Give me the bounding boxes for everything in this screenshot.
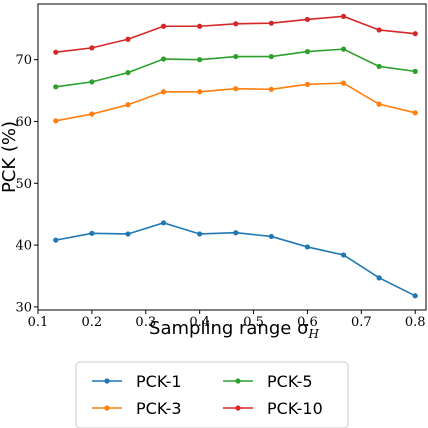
legend-label: PCK-1	[136, 372, 182, 391]
legend-item-pck-10: PCK-10	[223, 399, 323, 418]
data-point-pck-1	[268, 233, 274, 240]
data-point-pck-5	[160, 56, 167, 62]
x-tick-label: 0.5	[243, 315, 264, 330]
data-point-pck-1	[160, 220, 167, 226]
data-point-pck-3	[412, 110, 418, 116]
legend-swatch-marker	[235, 378, 241, 384]
data-point-pck-3	[304, 81, 311, 87]
legend: PCK-1 PCK-3 PCK-5 PCK-10	[75, 361, 349, 428]
data-point-pck-1	[53, 237, 59, 243]
x-tick-label: 0.3	[135, 315, 156, 330]
data-point-pck-1	[89, 230, 95, 236]
x-tick-label: 0.8	[405, 315, 426, 330]
data-point-pck-5	[233, 53, 239, 60]
data-point-pck-3	[89, 111, 95, 117]
data-point-pck-1	[197, 231, 203, 237]
x-tick-label: 0.7	[351, 315, 372, 330]
data-point-pck-10	[233, 21, 239, 27]
data-point-pck-3	[160, 89, 167, 95]
data-point-pck-3	[197, 89, 203, 95]
data-point-pck-3	[268, 86, 274, 92]
x-tick-label: 0.2	[82, 315, 103, 330]
y-tick-label: 40	[15, 239, 32, 254]
data-point-pck-10	[412, 31, 418, 37]
x-axis-label-subscript: H	[307, 327, 319, 341]
data-point-pck-3	[376, 101, 382, 107]
y-tick-label: 70	[15, 53, 32, 68]
data-point-pck-1	[125, 231, 131, 237]
legend-swatch-marker	[104, 405, 110, 411]
data-point-pck-10	[53, 49, 59, 55]
data-point-pck-5	[304, 49, 311, 55]
data-point-pck-5	[412, 68, 418, 74]
y-axis: 30 40 50 60 70	[15, 53, 38, 315]
data-point-pck-5	[53, 84, 59, 90]
data-point-pck-10	[197, 23, 203, 29]
legend-label: PCK-3	[136, 399, 182, 418]
y-tick-label: 50	[15, 177, 32, 192]
y-tick-label: 60	[15, 115, 32, 130]
legend-item-pck-3: PCK-3	[92, 399, 182, 418]
data-point-pck-3	[340, 80, 347, 86]
data-point-pck-10	[376, 27, 382, 33]
data-point-pck-10	[160, 23, 167, 29]
x-tick-label: 0.1	[28, 315, 49, 330]
data-point-pck-10	[340, 13, 347, 19]
y-tick-label: 30	[15, 300, 32, 315]
data-point-pck-5	[125, 70, 131, 76]
data-point-pck-1	[233, 230, 239, 236]
data-point-pck-1	[304, 244, 311, 250]
data-point-pck-10	[89, 45, 95, 51]
legend-swatch-marker	[235, 405, 241, 411]
legend-box	[75, 361, 349, 428]
legend-label: PCK-5	[267, 372, 313, 391]
data-point-pck-1	[340, 252, 347, 258]
data-point-pck-1	[412, 293, 418, 299]
data-point-pck-5	[89, 79, 95, 85]
x-axis-label: Sampling range σH	[149, 318, 319, 341]
plot-frame	[37, 3, 427, 311]
data-point-pck-1	[376, 275, 382, 281]
data-point-pck-10	[125, 36, 131, 42]
data-point-pck-3	[53, 118, 59, 124]
legend-item-pck-1: PCK-1	[92, 372, 182, 391]
data-point-pck-10	[304, 16, 311, 23]
legend-label: PCK-10	[267, 399, 323, 418]
x-axis: 0.1 0.2 0.3 0.4 0.5 0.6 0.7 0.8	[28, 310, 426, 330]
data-point-pck-5	[340, 46, 347, 52]
legend-swatch-marker	[104, 378, 110, 384]
x-tick-label: 0.4	[189, 315, 210, 330]
y-axis-label: PCK (%)	[0, 121, 20, 193]
data-point-pck-5	[197, 57, 203, 63]
legend-item-pck-5: PCK-5	[223, 372, 313, 391]
data-point-pck-3	[125, 102, 131, 108]
data-point-pck-5	[268, 53, 274, 60]
series-layer	[53, 13, 418, 299]
data-point-pck-5	[376, 63, 382, 70]
data-point-pck-3	[233, 86, 239, 92]
data-point-pck-10	[268, 20, 274, 26]
x-tick-label: 0.6	[297, 315, 318, 330]
